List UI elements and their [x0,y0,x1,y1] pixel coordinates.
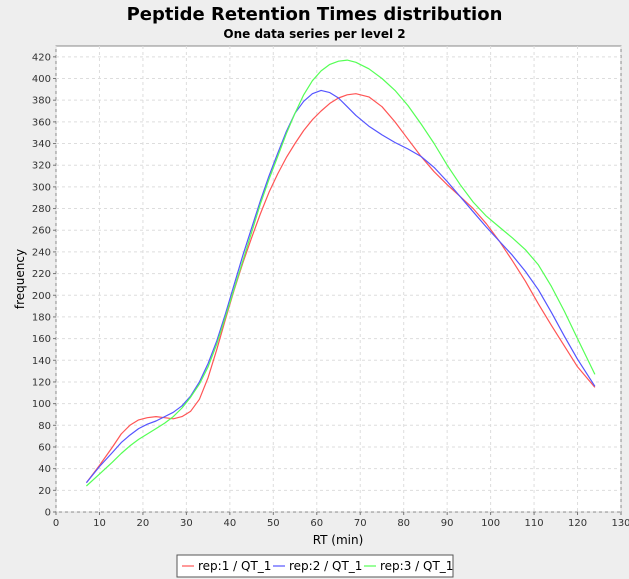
y-tick-label: 360 [32,117,51,128]
y-tick-label: 180 [32,312,51,323]
y-tick-label: 240 [32,247,51,258]
x-tick-label: 10 [93,518,106,529]
chart-title: Peptide Retention Times distribution [127,4,503,25]
y-tick-label: 160 [32,334,51,345]
y-tick-label: 20 [38,486,51,497]
x-tick-label: 50 [267,518,280,529]
y-tick-label: 320 [32,161,51,172]
y-tick-label: 300 [32,182,51,193]
y-tick-label: 140 [32,356,51,367]
x-tick-label: 80 [397,518,410,529]
x-tick-label: 90 [441,518,454,529]
y-axis: 0 20 40 60 80 100 120 140 160 180 200 220 240 260 280 3… [32,52,56,519]
series-lines [85,59,596,487]
legend-label-rep2: rep:2 / QT_1 [289,559,362,573]
y-tick-label: 60 [38,442,51,453]
y-tick-label: 340 [32,139,51,150]
x-tick-label: 70 [354,518,367,529]
chart-subtitle: One data series per level 2 [223,27,405,41]
y-tick-label: 260 [32,226,51,237]
y-tick-label: 120 [32,377,51,388]
y-axis-label: frequency [13,249,27,309]
x-tick-label: 110 [525,518,544,529]
series-line-rep3 [85,59,596,487]
grid-lines [55,46,622,513]
y-tick-label: 220 [32,269,51,280]
x-axis-label: RT (min) [313,533,364,547]
y-tick-label: 80 [38,421,51,432]
legend-label-rep3: rep:3 / QT_1 [380,559,453,573]
y-tick-label: 280 [32,204,51,215]
y-tick-label: 400 [32,74,51,85]
x-tick-label: 40 [223,518,236,529]
y-tick-label: 0 [45,508,51,519]
plot-area [55,45,622,513]
x-axis: 0 10 20 30 40 50 60 70 80 90 100 110 120 130 [53,512,629,529]
y-tick-label: 380 [32,96,51,107]
series-line-rep1 [85,93,596,484]
x-tick-label: 120 [568,518,587,529]
series-line-rep2 [85,89,596,484]
y-tick-label: 40 [38,464,51,475]
x-tick-label: 30 [180,518,193,529]
x-tick-label: 100 [481,518,500,529]
y-tick-label: 100 [32,399,51,410]
y-tick-label: 420 [32,52,51,63]
x-tick-label: 0 [53,518,59,529]
legend-label-rep1: rep:1 / QT_1 [198,559,271,573]
legend-box [176,554,454,578]
y-tick-label: 200 [32,291,51,302]
x-tick-label: 130 [611,518,629,529]
legend: rep:1 / QT_1 rep:2 / QT_1 rep:3 / QT_1 [176,554,454,578]
x-tick-label: 60 [310,518,323,529]
x-tick-label: 20 [137,518,150,529]
